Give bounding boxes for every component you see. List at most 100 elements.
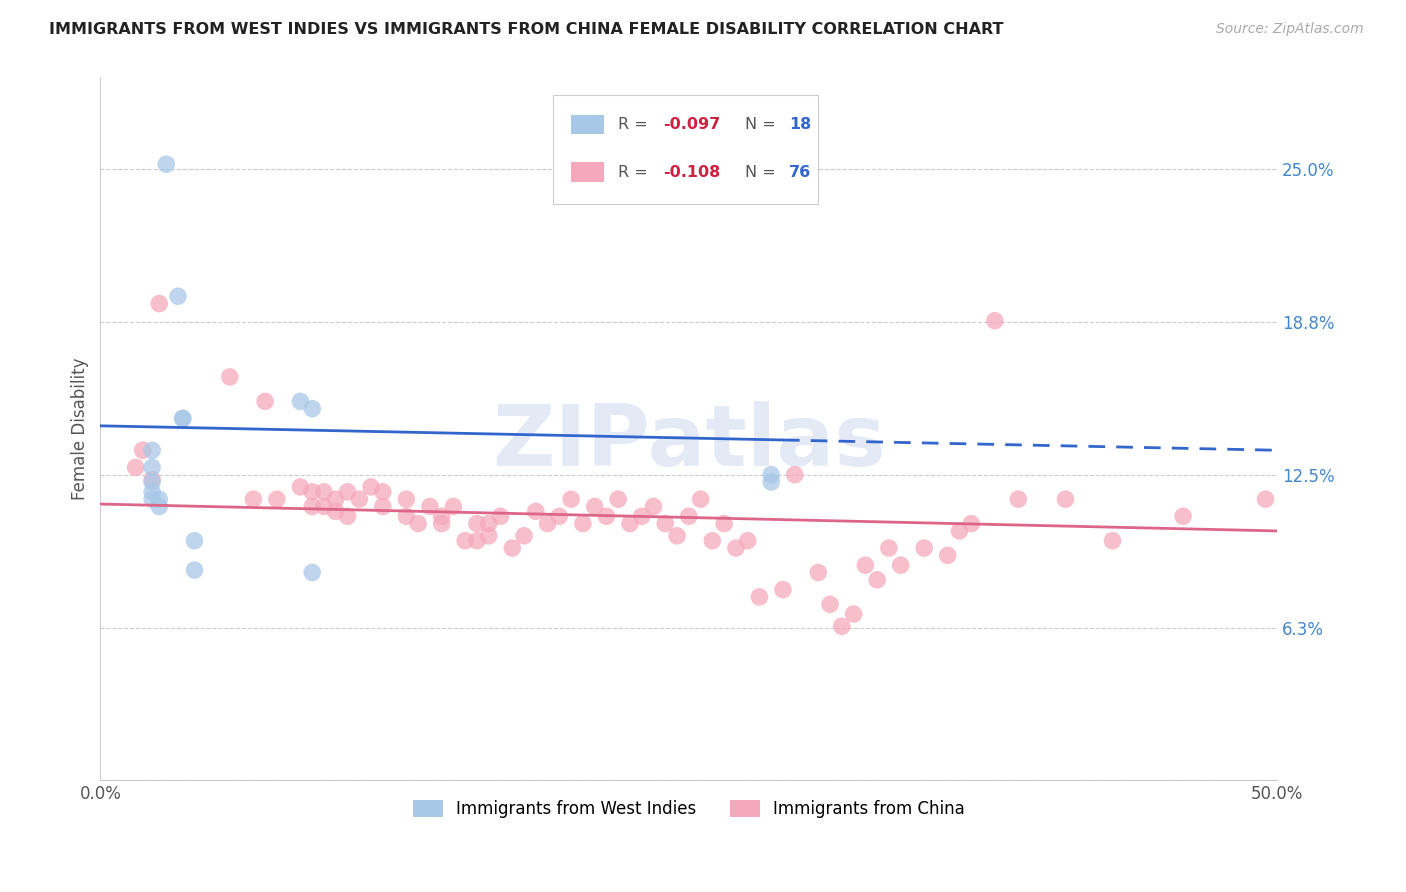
Point [853,558,876,573]
Point [360,480,382,494]
Point [325,504,347,518]
Point [301,401,323,416]
Point [301,566,323,580]
Point [312,500,335,514]
Point [419,500,441,514]
Point [501,541,523,555]
Point [666,529,689,543]
Point [783,467,806,482]
Point [748,590,770,604]
Text: -0.108: -0.108 [662,165,720,180]
Point [242,492,264,507]
Point [489,509,512,524]
Text: -0.097: -0.097 [662,117,720,132]
Point [984,314,1007,328]
Text: 18: 18 [789,117,811,132]
Point [583,500,606,514]
Point [141,443,163,458]
Point [702,533,724,548]
Point [141,492,163,507]
Point [124,460,146,475]
Point [877,541,900,555]
Point [761,467,783,482]
Text: Source: ZipAtlas.com: Source: ZipAtlas.com [1216,22,1364,37]
Point [689,492,711,507]
Point [167,289,190,303]
Point [960,516,983,531]
Point [441,500,464,514]
Point [218,370,240,384]
Point [406,516,429,531]
Point [395,509,418,524]
Point [536,516,558,531]
Point [912,541,935,555]
Point [325,492,347,507]
Point [524,504,547,518]
Point [254,394,277,409]
Point [936,549,959,563]
Point [266,492,288,507]
Point [301,500,323,514]
Point [1007,492,1029,507]
Point [141,484,163,499]
Point [818,597,841,611]
Point [301,484,323,499]
Point [148,500,170,514]
Point [290,480,312,494]
Point [595,509,617,524]
Point [349,492,371,507]
Point [465,516,488,531]
Text: N =: N = [745,117,782,132]
Point [371,500,394,514]
Point [1101,533,1123,548]
Point [643,500,665,514]
FancyBboxPatch shape [554,95,818,204]
Text: R =: R = [619,117,652,132]
Point [478,516,501,531]
Point [1171,509,1194,524]
Point [148,296,170,310]
Point [155,157,177,171]
Point [336,484,359,499]
Point [371,484,394,499]
Point [607,492,630,507]
Point [831,619,853,633]
Point [560,492,582,507]
Point [141,473,163,487]
Point [336,509,359,524]
Point [866,573,889,587]
Point [890,558,912,573]
Point [724,541,747,555]
Point [183,533,205,548]
Point [1254,492,1277,507]
Point [513,529,536,543]
Point [465,533,488,548]
Point [172,411,194,425]
Point [678,509,700,524]
Point [454,533,477,548]
Text: 76: 76 [789,165,811,180]
Point [478,529,501,543]
Point [761,475,783,489]
Point [772,582,794,597]
Point [1054,492,1077,507]
Point [572,516,595,531]
FancyBboxPatch shape [571,162,605,182]
Text: ZIPatlas: ZIPatlas [492,401,886,484]
Point [948,524,970,538]
Legend: Immigrants from West Indies, Immigrants from China: Immigrants from West Indies, Immigrants … [406,793,972,825]
Point [290,394,312,409]
Point [430,509,453,524]
Point [619,516,641,531]
Point [842,607,865,621]
FancyBboxPatch shape [571,115,605,135]
Point [141,475,163,489]
Point [630,509,652,524]
Text: IMMIGRANTS FROM WEST INDIES VS IMMIGRANTS FROM CHINA FEMALE DISABILITY CORRELATI: IMMIGRANTS FROM WEST INDIES VS IMMIGRANT… [49,22,1004,37]
Point [395,492,418,507]
Point [132,443,155,458]
Point [172,411,194,425]
Point [183,563,205,577]
Point [654,516,676,531]
Point [713,516,735,531]
